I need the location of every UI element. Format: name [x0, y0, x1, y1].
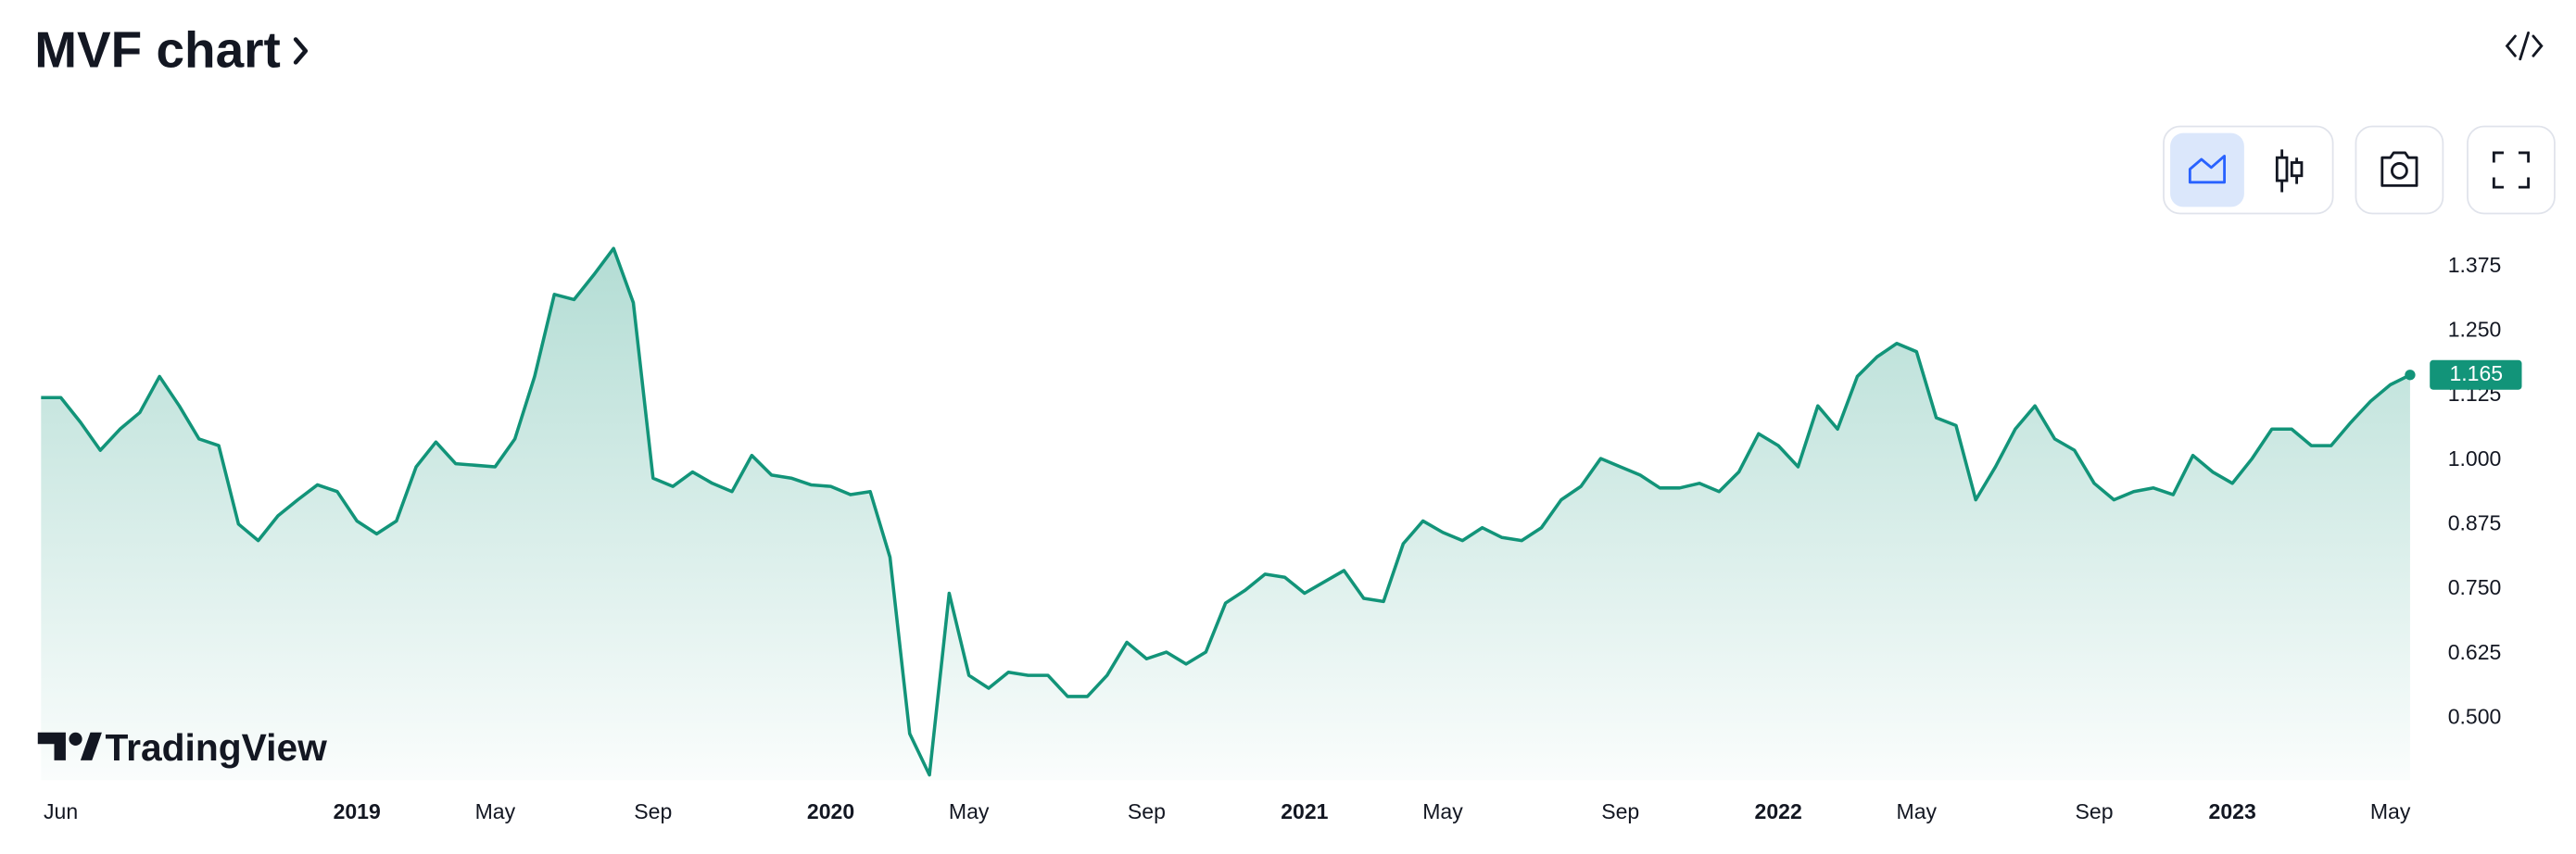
- button-bg: [2355, 125, 2444, 215]
- camera-lens: [2391, 162, 2408, 180]
- watermark-text: TradingView: [105, 726, 327, 769]
- last-point: [2405, 370, 2416, 381]
- chart-title[interactable]: MVF chart: [34, 21, 281, 79]
- y-tick-label: 1.375: [2448, 253, 2502, 277]
- x-tick-label: Sep: [1128, 799, 1166, 823]
- x-tick-label: May: [475, 799, 516, 823]
- candle-body: [2275, 156, 2289, 182]
- x-tick-label: May: [1897, 799, 1938, 823]
- logo-dot: [69, 732, 82, 746]
- x-tick-label: 2019: [334, 799, 381, 823]
- x-tick-label: 2020: [807, 799, 854, 823]
- area-icon: [2188, 155, 2227, 184]
- plot-area: 0.5000.6250.7500.8751.0001.1251.2501.375…: [41, 246, 2522, 823]
- y-tick-label: 0.500: [2448, 704, 2502, 728]
- x-tick-label: Sep: [634, 799, 672, 823]
- x-tick-label: May: [1422, 799, 1463, 823]
- price-line: [41, 246, 2411, 777]
- candle-body: [2290, 161, 2304, 178]
- button-bg: [2467, 125, 2556, 215]
- watermark: TradingView: [37, 726, 327, 769]
- y-tick-label: 1.250: [2448, 317, 2502, 341]
- x-tick-label: 2021: [1281, 799, 1328, 823]
- area-fill: [41, 248, 2410, 781]
- x-tick-label: 2023: [2209, 799, 2256, 823]
- embed-icon: [2505, 31, 2544, 61]
- x-tick-label: 2022: [1755, 799, 1802, 823]
- y-tick-label: 0.625: [2448, 640, 2502, 664]
- x-tick-label: Jun: [44, 799, 78, 823]
- candle-style-button[interactable]: [2275, 149, 2304, 193]
- x-tick-label: May: [2370, 799, 2411, 823]
- title-chevron: [293, 37, 309, 65]
- area-style-button[interactable]: [2170, 132, 2244, 207]
- embed-button[interactable]: [2505, 31, 2544, 61]
- fullscreen-button[interactable]: [2467, 125, 2556, 215]
- logo-v: [80, 732, 102, 760]
- screenshot-button[interactable]: [2355, 125, 2444, 215]
- logo-t: [37, 732, 66, 760]
- x-tick-label: Sep: [1601, 799, 1639, 823]
- last-price-badge: [2430, 359, 2522, 390]
- last-price-label: 1.165: [2449, 361, 2503, 385]
- y-tick-label: 1.000: [2448, 446, 2502, 471]
- x-tick-label: Sep: [2076, 799, 2114, 823]
- fullscreen-icon: [2492, 151, 2531, 189]
- camera-icon: [2380, 151, 2418, 187]
- button-bg: [2170, 132, 2244, 207]
- x-tick-label: May: [949, 799, 990, 823]
- y-tick-label: 0.875: [2448, 510, 2502, 534]
- y-tick-label: 0.750: [2448, 575, 2502, 599]
